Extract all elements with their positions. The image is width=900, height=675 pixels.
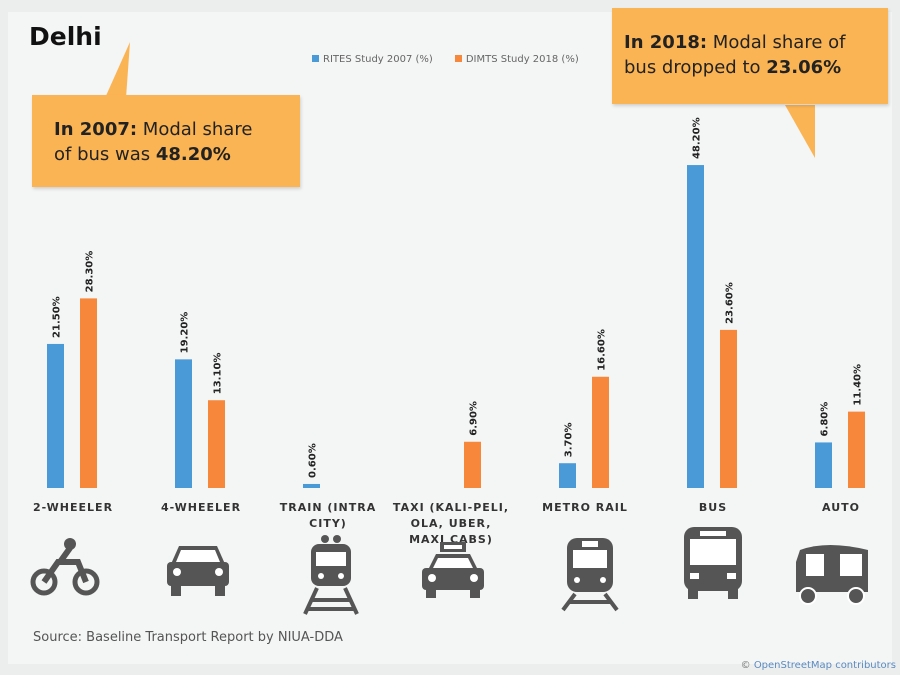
data-label: 6.90% [469, 401, 480, 436]
category-label: 2-WHEELER [32, 501, 114, 514]
legend-label-rites: RITES Study 2007 (%) [323, 54, 433, 65]
callout-2018-text: Modal share of [707, 32, 846, 53]
metro-icon [561, 538, 619, 612]
legend-swatch-dimts [454, 55, 462, 62]
callout-2018-value: 23.06% [766, 57, 842, 78]
source-note: Source: Baseline Transport Report by NIU… [33, 630, 343, 645]
bar-2007 [303, 483, 320, 488]
motorcycle-icon [30, 538, 100, 596]
legend-swatch-rites [312, 55, 319, 62]
data-label: 16.60% [597, 329, 608, 371]
data-label: 21.50% [52, 296, 63, 338]
data-label: 11.40% [853, 364, 864, 406]
bar-2007 [559, 463, 576, 488]
auto-rickshaw-icon [796, 545, 868, 605]
legend: RITES Study 2007 (%) DIMTS Study 2018 (%… [312, 54, 579, 65]
data-label: 28.30% [85, 251, 96, 293]
data-label: 3.70% [564, 423, 575, 458]
data-label: 0.60% [308, 443, 319, 478]
callout-2007-text: of bus was [54, 144, 156, 165]
callout-2018: In 2018: Modal share of bus dropped to 2… [612, 8, 888, 104]
bus-icon [684, 527, 742, 599]
bar-2018 [464, 441, 481, 488]
bar-2018 [592, 376, 609, 488]
bar-2018 [208, 400, 225, 488]
category-label: BUS [698, 501, 728, 514]
map-credit[interactable]: © OpenStreetMap contributors [741, 660, 896, 671]
legend-item-dimts: DIMTS Study 2018 (%) [454, 54, 579, 65]
callout-right-pointer [785, 105, 815, 158]
callout-2007-text: Modal share [137, 119, 253, 140]
data-label: 6.80% [820, 402, 831, 437]
bar-2007 [815, 442, 832, 488]
page-title: Delhi [29, 22, 102, 51]
category-label: METRO RAIL [542, 501, 628, 514]
bar-2007 [175, 359, 192, 488]
legend-label-dimts: DIMTS Study 2018 (%) [465, 54, 579, 65]
map-credit-link[interactable]: OpenStreetMap contributors [753, 660, 896, 671]
bar-2018 [848, 411, 865, 488]
category-label: 4-WHEELER [160, 501, 242, 514]
category-label: TRAIN (INTRA CITY) [279, 501, 377, 530]
bar-2018 [720, 329, 737, 488]
callout-2007-year: In 2007: [54, 119, 138, 140]
bar-2007 [687, 165, 704, 488]
taxi-icon [422, 542, 484, 598]
data-label: 19.20% [180, 312, 191, 354]
category-label: AUTO [822, 501, 860, 514]
data-label: 13.10% [213, 353, 224, 395]
legend-item-rites: RITES Study 2007 (%) [312, 54, 433, 65]
data-label: 23.60% [725, 282, 736, 324]
category-label: TAXI (KALI-PELI, OLA, UBER, MAXI CABS) [392, 501, 510, 546]
data-label: 48.20% [692, 117, 703, 159]
bar-2007 [47, 343, 64, 488]
copyright-symbol: © [740, 660, 751, 671]
train-icon [303, 535, 359, 615]
callout-2018-year: In 2018: [624, 32, 708, 53]
callout-2007: In 2007: Modal share of bus was 48.20% [32, 95, 300, 187]
callout-left-pointer [105, 42, 130, 98]
car-icon [167, 546, 229, 596]
bar-2018 [80, 298, 97, 488]
callout-2007-value: 48.20% [155, 144, 231, 165]
callout-2018-text: bus dropped to [624, 57, 767, 78]
